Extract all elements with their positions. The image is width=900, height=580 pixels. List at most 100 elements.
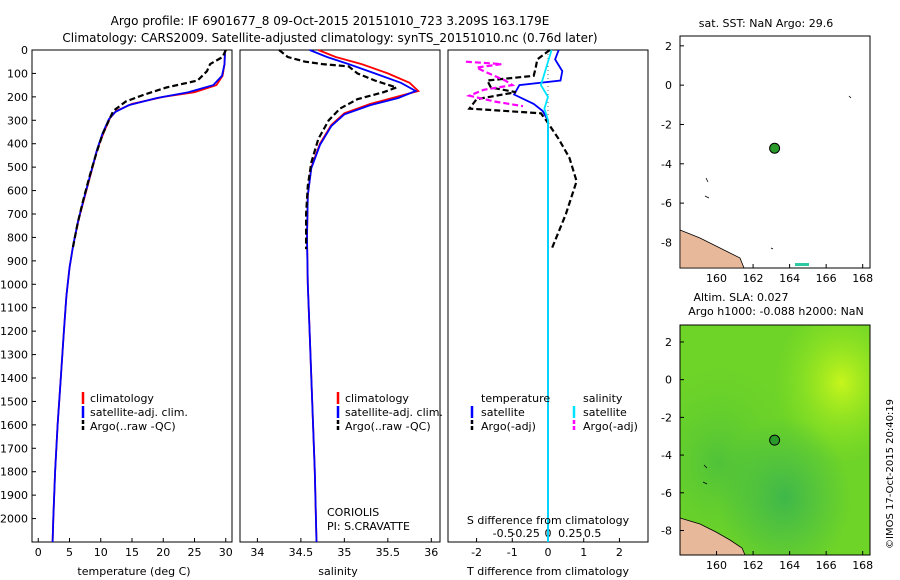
s-tick-label: 0.5 bbox=[584, 527, 602, 540]
legend-temperature-title: temperature bbox=[481, 392, 550, 405]
series-satellite-adj-clim- bbox=[306, 49, 418, 543]
legend-t-satellite-label: satellite bbox=[481, 406, 525, 419]
x-tick-label: 36 bbox=[424, 546, 438, 559]
legend-satellite-label: satellite-adj. clim. bbox=[345, 406, 443, 419]
lat-tick-label: -6 bbox=[661, 487, 672, 500]
depth-tick-label: 1200 bbox=[0, 325, 28, 338]
lat-tick-label: -2 bbox=[661, 411, 672, 424]
s-difference-axis-ticks: -0.5-0.25 0 0.25 0.5 bbox=[493, 527, 602, 540]
t-difference-axis-label: T difference from climatology bbox=[466, 565, 629, 578]
land-mass bbox=[679, 229, 745, 269]
pi-annotation: PI: S.CRAVATTE bbox=[327, 520, 410, 533]
depth-tick-label: 1700 bbox=[0, 442, 28, 455]
x-tick-label: 5 bbox=[66, 546, 73, 559]
temperature-plot-frame bbox=[31, 49, 233, 543]
lat-tick-label: -8 bbox=[661, 524, 672, 537]
coastline-fragment bbox=[704, 95, 852, 250]
lon-tick-label: 166 bbox=[816, 559, 837, 572]
temperature-axis-ticks: 0 5 10 15 20 25 30 bbox=[35, 538, 233, 559]
legend-argo-label: Argo(..raw -QC) bbox=[345, 420, 431, 433]
imos-credit: ©IMOS 17-Oct-2015 20:40:19 bbox=[885, 399, 896, 549]
x-tick-label: -1 bbox=[507, 546, 518, 559]
series-satellite-adj-clim- bbox=[51, 49, 226, 543]
depth-tick-label: 800 bbox=[7, 231, 28, 244]
sla-map-title-2: Argo h1000: -0.088 h2000: NaN bbox=[688, 305, 864, 318]
sla-map-axis-ticks: 160 162 164 166 168 2 0 -2 -4 -6 -8 bbox=[661, 336, 873, 572]
depth-tick-label: 600 bbox=[7, 185, 28, 198]
institution-annotation: CORIOLIS bbox=[327, 506, 379, 519]
depth-tick-label: 1900 bbox=[0, 489, 28, 502]
depth-tick-label: 400 bbox=[7, 138, 28, 151]
series-s-satellite bbox=[539, 49, 553, 542]
x-tick-label: 15 bbox=[125, 546, 139, 559]
sst-map-axis-ticks: 160 162 164 166 168 2 0 -2 -4 -6 -8 bbox=[661, 40, 873, 285]
title-line-2: Climatology: CARS2009. Satellite-adjuste… bbox=[62, 31, 597, 45]
depth-tick-label: 0 bbox=[21, 44, 28, 57]
depth-tick-label: 200 bbox=[7, 91, 28, 104]
coastline-fragment bbox=[702, 464, 708, 485]
lat-tick-label: -6 bbox=[661, 197, 672, 210]
title-line-1: Argo profile: IF 6901677_8 09-Oct-2015 2… bbox=[111, 14, 550, 28]
lat-tick-label: -8 bbox=[661, 236, 672, 249]
lat-tick-label: -2 bbox=[661, 118, 672, 131]
argo-float-marker bbox=[769, 142, 781, 154]
depth-tick-label: 1100 bbox=[0, 302, 28, 315]
legend-t-argo-label: Argo(-adj) bbox=[481, 420, 536, 433]
difference-legend: temperature satellite Argo(-adj) salinit… bbox=[470, 392, 638, 433]
x-tick-label: 20 bbox=[156, 546, 170, 559]
lon-tick-label: 168 bbox=[852, 559, 873, 572]
salinity-axis-label: salinity bbox=[318, 565, 358, 578]
lon-tick-label: 168 bbox=[852, 272, 873, 285]
series-climatology bbox=[51, 49, 226, 543]
s-tick-label: -0.5 bbox=[493, 527, 514, 540]
lat-tick-label: -4 bbox=[661, 449, 672, 462]
temperature-axis-label: temperature (deg C) bbox=[77, 565, 190, 578]
temperature-legend: climatology satellite-adj. clim. Argo(..… bbox=[81, 392, 188, 433]
x-tick-label: 2 bbox=[616, 546, 623, 559]
depth-tick-label: 1400 bbox=[0, 372, 28, 385]
x-tick-label: 34.5 bbox=[289, 546, 314, 559]
depth-tick-label: 1600 bbox=[0, 419, 28, 432]
x-tick-label: 35.5 bbox=[376, 546, 401, 559]
t-difference-axis-ticks: -2 -1 0 1 2 bbox=[471, 538, 623, 559]
depth-tick-label: 900 bbox=[7, 255, 28, 268]
lon-tick-label: 162 bbox=[743, 272, 764, 285]
depth-tick-label: 1000 bbox=[0, 278, 28, 291]
sst-map-title: sat. SST: NaN Argo: 29.6 bbox=[699, 17, 833, 30]
depth-tick-label: 2000 bbox=[0, 513, 28, 526]
island-highlight bbox=[795, 263, 809, 266]
legend-s-argo-label: Argo(-adj) bbox=[583, 420, 638, 433]
depth-tick-label: 700 bbox=[7, 208, 28, 221]
argo-float-marker bbox=[769, 434, 781, 446]
sst-coastline bbox=[679, 95, 852, 269]
sst-map-panel: sat. SST: NaN Argo: 29.6 160 162 164 166 168… bbox=[661, 17, 873, 285]
lat-tick-label: 2 bbox=[665, 40, 672, 53]
lon-tick-label: 164 bbox=[779, 272, 800, 285]
salinity-series bbox=[278, 49, 421, 543]
legend-salinity-title: salinity bbox=[583, 392, 623, 405]
salinity-panel: 34 34.5 35 35.5 36 salinity climatology sate… bbox=[239, 49, 443, 578]
temperature-panel: 0100200300400500600700800900100011001200… bbox=[0, 44, 233, 578]
x-tick-label: 0 bbox=[545, 546, 552, 559]
difference-series bbox=[465, 49, 578, 542]
series-argo-raw-qc- bbox=[278, 49, 400, 250]
depth-tick-label: 1800 bbox=[0, 466, 28, 479]
lon-tick-label: 164 bbox=[779, 559, 800, 572]
series-s-argo-adj- bbox=[465, 60, 524, 108]
series-t-satellite bbox=[512, 49, 564, 542]
series-climatology bbox=[306, 49, 421, 543]
x-tick-label: 30 bbox=[219, 546, 233, 559]
salinity-legend: climatology satellite-adj. clim. Argo(..… bbox=[336, 392, 443, 433]
temperature-series bbox=[51, 49, 227, 543]
s-tick-label: -0.25 bbox=[511, 527, 539, 540]
depth-tick-label: 500 bbox=[7, 161, 28, 174]
depth-axis-ticks: 0 100 200 300 400 500 600 700 800 900 1000 1100 1200… bbox=[0, 44, 36, 526]
sla-map-frame bbox=[679, 324, 871, 556]
lat-tick-label: -4 bbox=[661, 158, 672, 171]
s-difference-axis-label: S difference from climatology bbox=[467, 514, 630, 527]
lon-tick-label: 160 bbox=[706, 272, 727, 285]
legend-satellite-label: satellite-adj. clim. bbox=[90, 406, 188, 419]
x-tick-label: 10 bbox=[94, 546, 108, 559]
salinity-plot-frame bbox=[239, 49, 441, 543]
